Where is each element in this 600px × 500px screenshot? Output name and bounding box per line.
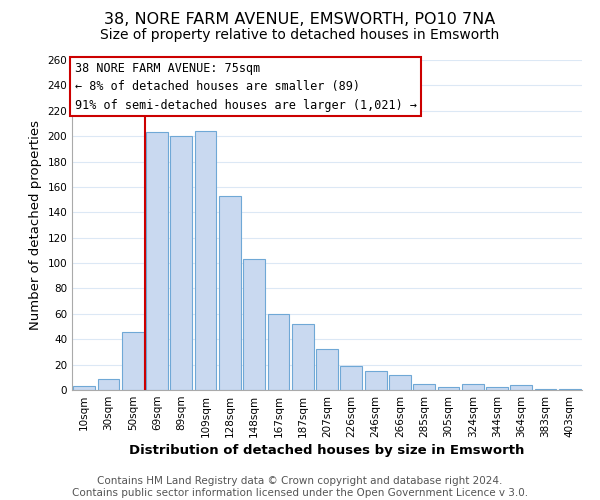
Bar (365, 371, 386, 390)
Bar (340, 366, 362, 390)
Text: Size of property relative to detached houses in Emsworth: Size of property relative to detached ho… (100, 28, 500, 42)
Bar (268, 314, 289, 390)
X-axis label: Distribution of detached houses by size in Emsworth: Distribution of detached houses by size … (130, 444, 524, 457)
Bar (292, 324, 314, 390)
Bar (511, 385, 532, 390)
Bar (170, 136, 192, 390)
Y-axis label: Number of detached properties: Number of detached properties (29, 120, 42, 330)
Bar (243, 260, 265, 390)
Bar (462, 384, 484, 390)
Bar (73, 386, 95, 390)
Bar (413, 384, 435, 390)
Bar (97, 378, 119, 390)
Bar (486, 388, 508, 390)
Bar (559, 388, 581, 390)
Text: 38, NORE FARM AVENUE, EMSWORTH, PO10 7NA: 38, NORE FARM AVENUE, EMSWORTH, PO10 7NA (104, 12, 496, 28)
Bar (122, 332, 143, 390)
Bar (316, 350, 338, 390)
Text: 38 NORE FARM AVENUE: 75sqm
← 8% of detached houses are smaller (89)
91% of semi-: 38 NORE FARM AVENUE: 75sqm ← 8% of detac… (74, 62, 416, 112)
Bar (146, 132, 168, 390)
Bar (219, 196, 241, 390)
Bar (194, 131, 217, 390)
Bar (389, 375, 411, 390)
Bar (535, 388, 556, 390)
Bar (437, 388, 460, 390)
Text: Contains HM Land Registry data © Crown copyright and database right 2024.
Contai: Contains HM Land Registry data © Crown c… (72, 476, 528, 498)
